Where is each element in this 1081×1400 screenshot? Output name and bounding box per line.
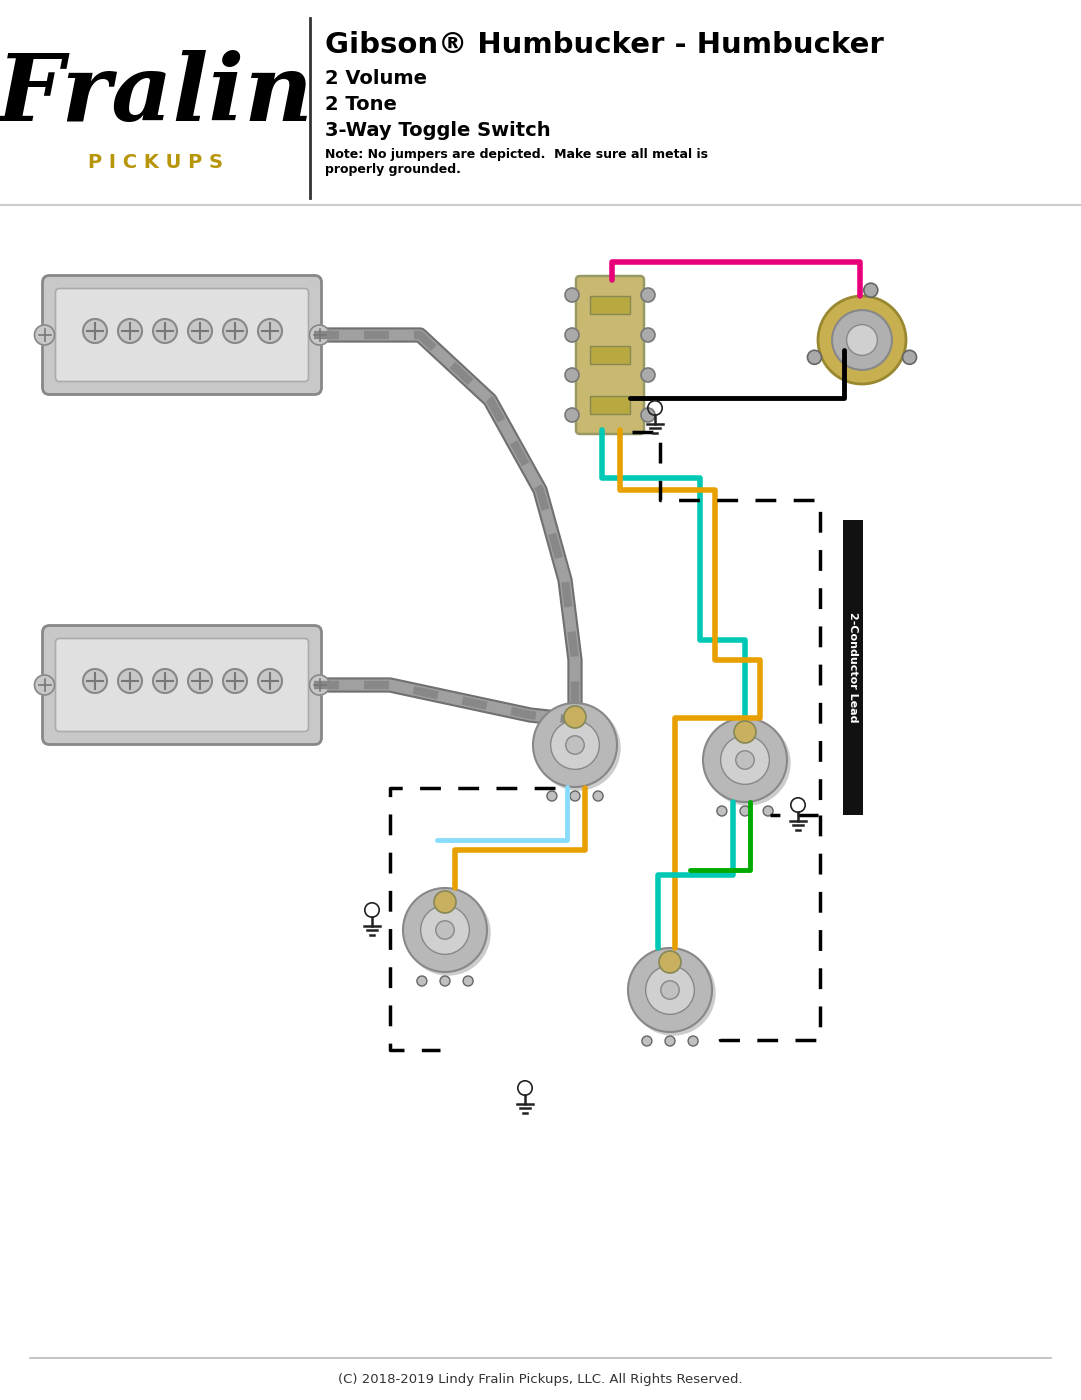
- Circle shape: [570, 791, 580, 801]
- Circle shape: [154, 669, 177, 693]
- Text: 2 Tone: 2 Tone: [325, 95, 397, 113]
- Text: Gibson® Humbucker - Humbucker: Gibson® Humbucker - Humbucker: [325, 31, 884, 59]
- Text: 3-Way Toggle Switch: 3-Way Toggle Switch: [325, 120, 550, 140]
- Circle shape: [463, 976, 473, 986]
- Circle shape: [440, 976, 450, 986]
- Circle shape: [641, 368, 655, 382]
- Circle shape: [258, 669, 282, 693]
- Circle shape: [436, 921, 454, 939]
- Circle shape: [818, 295, 906, 384]
- Circle shape: [832, 309, 892, 370]
- Text: P I C K U P S: P I C K U P S: [88, 153, 223, 172]
- Circle shape: [309, 325, 330, 344]
- Circle shape: [846, 325, 878, 356]
- Circle shape: [763, 806, 773, 816]
- Circle shape: [547, 791, 557, 801]
- Bar: [590, 346, 630, 364]
- Circle shape: [417, 976, 427, 986]
- Circle shape: [734, 721, 756, 743]
- Bar: [562, 490, 584, 790]
- Circle shape: [223, 669, 246, 693]
- Circle shape: [641, 328, 655, 342]
- FancyBboxPatch shape: [576, 276, 644, 434]
- Circle shape: [642, 1036, 652, 1046]
- FancyBboxPatch shape: [42, 276, 321, 395]
- FancyBboxPatch shape: [42, 626, 321, 745]
- Circle shape: [258, 319, 282, 343]
- Circle shape: [421, 906, 469, 955]
- Circle shape: [628, 948, 712, 1032]
- Circle shape: [118, 669, 142, 693]
- Circle shape: [533, 703, 617, 787]
- Circle shape: [83, 669, 107, 693]
- Circle shape: [903, 350, 917, 364]
- Bar: [590, 295, 630, 314]
- Circle shape: [665, 1036, 675, 1046]
- Text: Note: No jumpers are depicted.  Make sure all metal is
properly grounded.: Note: No jumpers are depicted. Make sure…: [325, 148, 708, 176]
- Circle shape: [565, 328, 579, 342]
- Circle shape: [631, 951, 715, 1035]
- Circle shape: [223, 319, 246, 343]
- Circle shape: [83, 319, 107, 343]
- Circle shape: [154, 319, 177, 343]
- Circle shape: [403, 888, 488, 972]
- Circle shape: [864, 283, 878, 297]
- Bar: [590, 396, 630, 414]
- Circle shape: [660, 981, 679, 1000]
- Circle shape: [565, 368, 579, 382]
- Bar: [843, 519, 863, 815]
- Circle shape: [433, 890, 456, 913]
- Circle shape: [565, 288, 579, 302]
- Circle shape: [703, 718, 787, 802]
- FancyBboxPatch shape: [55, 638, 308, 731]
- Circle shape: [309, 675, 330, 694]
- Circle shape: [118, 319, 142, 343]
- Circle shape: [188, 319, 212, 343]
- Text: 2 Volume: 2 Volume: [325, 69, 427, 87]
- Circle shape: [736, 750, 755, 769]
- Circle shape: [717, 806, 726, 816]
- Circle shape: [689, 1036, 698, 1046]
- FancyBboxPatch shape: [55, 288, 308, 381]
- Circle shape: [565, 736, 584, 755]
- Circle shape: [550, 721, 599, 770]
- Text: 2-Conductor Lead: 2-Conductor Lead: [848, 612, 858, 722]
- Circle shape: [740, 806, 750, 816]
- Circle shape: [564, 706, 586, 728]
- Circle shape: [188, 669, 212, 693]
- Circle shape: [35, 675, 54, 694]
- Circle shape: [35, 325, 54, 344]
- Text: Fralin: Fralin: [0, 50, 313, 140]
- Circle shape: [721, 735, 770, 784]
- Circle shape: [641, 288, 655, 302]
- Circle shape: [593, 791, 603, 801]
- Circle shape: [659, 951, 681, 973]
- Circle shape: [706, 721, 790, 805]
- Circle shape: [808, 350, 822, 364]
- Circle shape: [536, 706, 620, 790]
- Text: (C) 2018-2019 Lindy Fralin Pickups, LLC. All Rights Reserved.: (C) 2018-2019 Lindy Fralin Pickups, LLC.…: [337, 1372, 743, 1386]
- Circle shape: [406, 890, 490, 974]
- Circle shape: [565, 407, 579, 421]
- Circle shape: [645, 966, 694, 1015]
- Circle shape: [641, 407, 655, 421]
